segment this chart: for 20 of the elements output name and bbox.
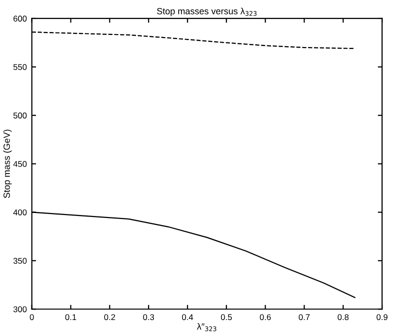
x-tick-label: 0.4 <box>182 314 194 320</box>
y-tick-label: 450 <box>13 161 27 167</box>
y-tick-label: 350 <box>13 258 27 264</box>
x-tick-label: 0.9 <box>376 314 388 320</box>
x-tick-label: 0.7 <box>298 314 310 320</box>
y-tick-label: 400 <box>13 209 27 216</box>
x-axis-title: λ″$_{323}$ <box>196 323 216 332</box>
x-tick-label: 0.5 <box>220 314 232 320</box>
x-tick-label: 0.8 <box>338 314 349 320</box>
y-tick-label: 500 <box>13 112 27 118</box>
x-tick-label: 0.3 <box>143 314 154 320</box>
x-tick-label: 0 <box>30 314 34 320</box>
y-tick-label: 600 <box>14 16 27 22</box>
x-tick-label: 0.2 <box>104 314 116 320</box>
y-axis-title: Stop mass (GeV) <box>3 130 12 198</box>
x-tick-label: 0.1 <box>65 314 76 320</box>
y-tick-label: 550 <box>13 64 27 70</box>
x-tick-label: 0.6 <box>260 314 271 320</box>
y-tick-label: 300 <box>13 306 27 312</box>
chart-title: Stop masses versus λ$_{323}$ <box>156 8 257 16</box>
